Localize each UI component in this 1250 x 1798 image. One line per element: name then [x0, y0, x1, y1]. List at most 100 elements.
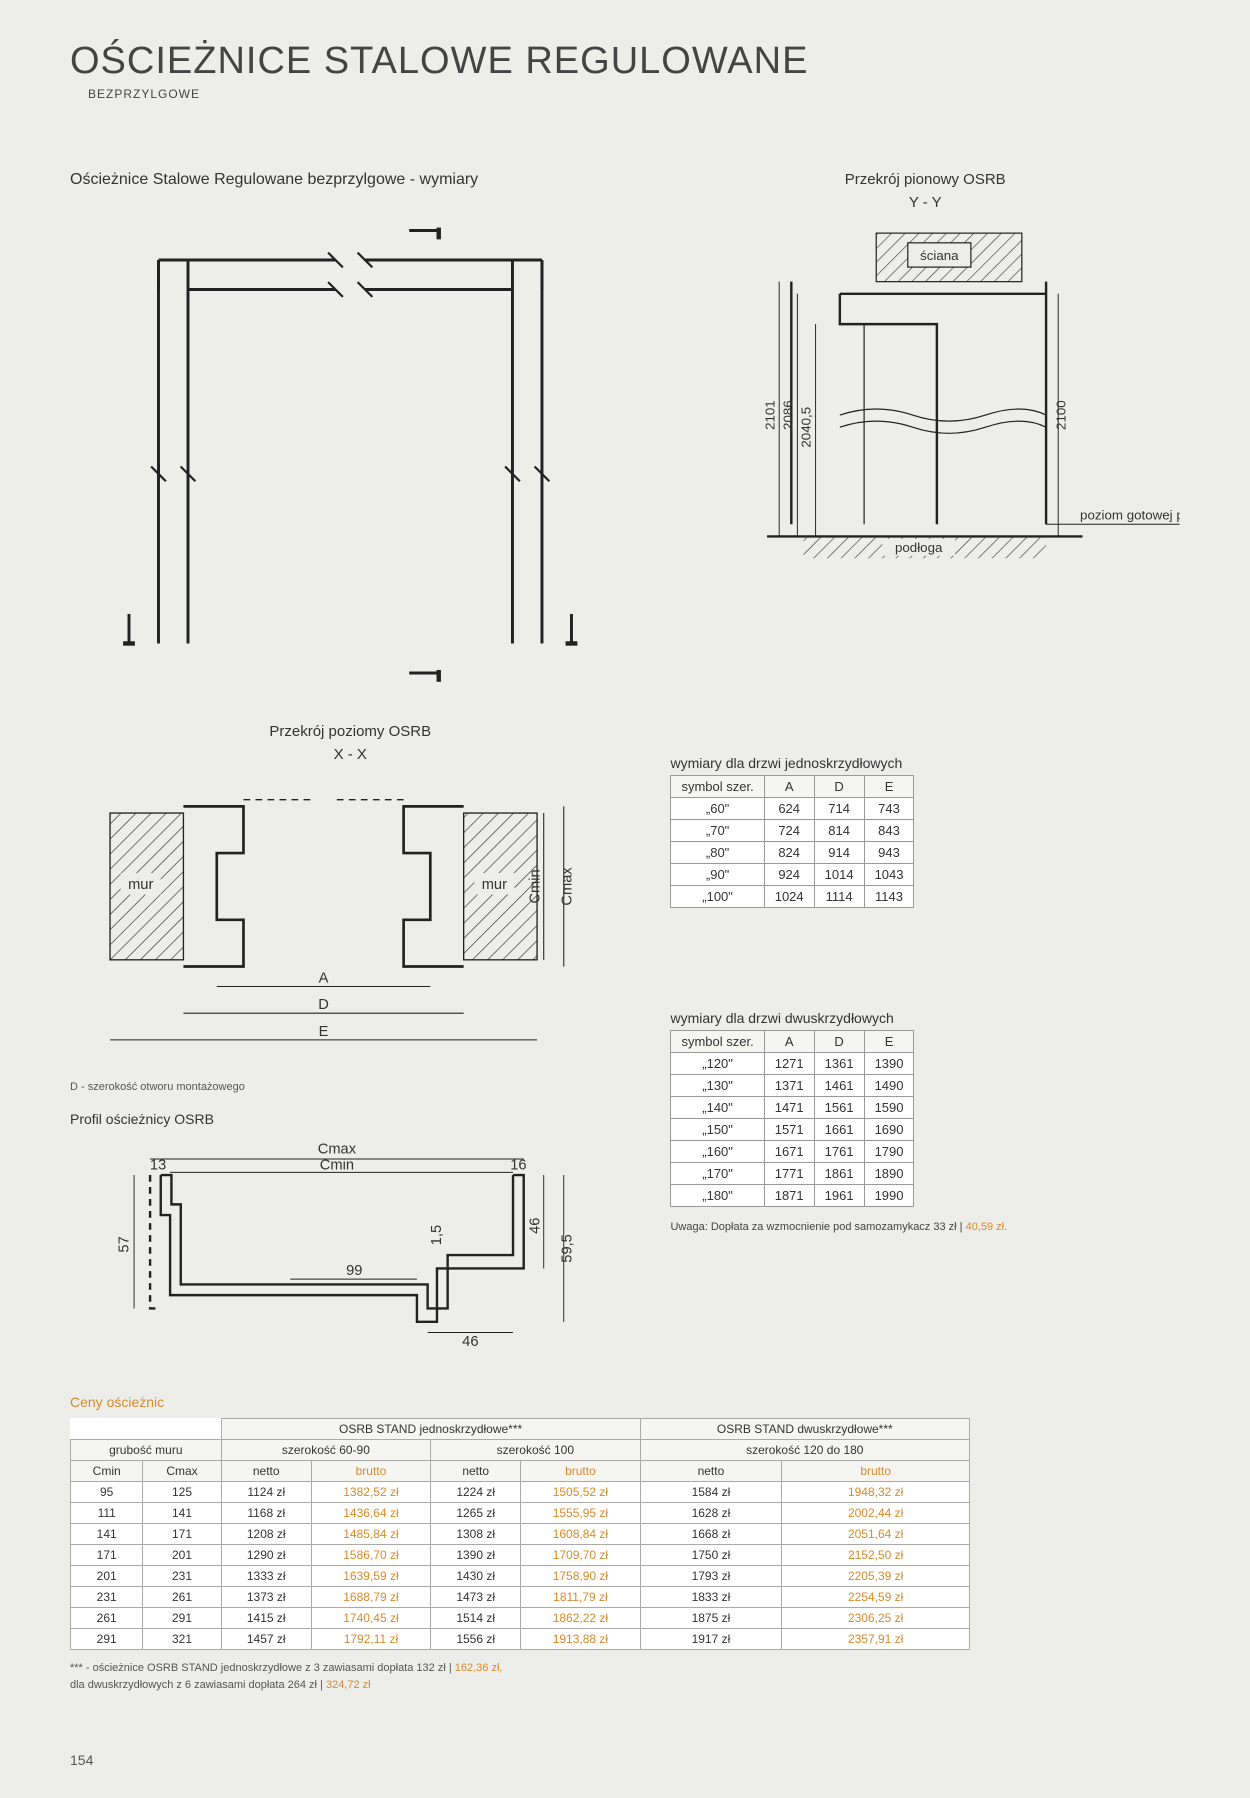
table-cell: „180" [671, 1184, 764, 1206]
dim-2086: 2086 [781, 400, 796, 430]
table-cell: 1861 [814, 1162, 864, 1184]
price-cell: 1514 zł [431, 1607, 521, 1628]
p-57: 57 [117, 1237, 133, 1253]
th-d: D [814, 775, 864, 797]
table-cell: 1014 [814, 863, 864, 885]
right-axis: Y - Y [670, 194, 1180, 211]
table-cell: 843 [864, 819, 914, 841]
sciana-label: ściana [921, 248, 960, 263]
h-brutto-3: brutto [782, 1460, 970, 1481]
p-99: 99 [346, 1263, 362, 1279]
h-100: szerokość 100 [431, 1439, 640, 1460]
price-cell: 291 [71, 1628, 143, 1649]
p-cmin: Cmin [320, 1158, 354, 1174]
cmin-label: Cmin [528, 869, 544, 903]
dim-e: E [319, 1024, 329, 1040]
price-cell: 1917 zł [640, 1628, 782, 1649]
h-120180: szerokość 120 do 180 [640, 1439, 969, 1460]
profile-heading: Profil ościeżnicy OSRB [70, 1111, 630, 1127]
table-cell: „80" [671, 841, 764, 863]
price-cell: 1608,84 zł [521, 1523, 640, 1544]
price-cell: 1948,32 zł [782, 1481, 970, 1502]
price-cell: 2254,59 zł [782, 1586, 970, 1607]
p-46b: 46 [462, 1334, 478, 1349]
h-netto-2: netto [431, 1460, 521, 1481]
mur-left: mur [128, 877, 153, 893]
page-number: 154 [70, 1752, 93, 1768]
th-e-2: E [864, 1030, 914, 1052]
table-single: symbol szer. A D E „60"624714743„70"7248… [670, 775, 914, 908]
table-cell: 624 [764, 797, 814, 819]
th-a: A [764, 775, 814, 797]
price-cell: 201 [143, 1544, 221, 1565]
table-cell: 924 [764, 863, 814, 885]
table-cell: 1361 [814, 1052, 864, 1074]
price-cell: 1333 zł [221, 1565, 311, 1586]
fn-1b: 162,36 zł, [455, 1662, 503, 1674]
price-cell: 1758,90 zł [521, 1565, 640, 1586]
table-cell: 1371 [764, 1074, 814, 1096]
price-cell: 1390 zł [431, 1544, 521, 1565]
profile-diagram: Cmax Cmin 13 16 57 99 46 46 59,5 1,5 [70, 1135, 630, 1349]
dim-2100: 2100 [1054, 400, 1069, 430]
table-cell: „100" [671, 885, 764, 907]
table-cell: 914 [814, 841, 864, 863]
table-cell: „70" [671, 819, 764, 841]
price-cell: 1473 zł [431, 1586, 521, 1607]
price-cell: 1875 zł [640, 1607, 782, 1628]
th-d-2: D [814, 1030, 864, 1052]
horiz-heading: Przekrój poziomy OSRB [70, 723, 630, 740]
price-cell: 141 [71, 1523, 143, 1544]
table-cell: „140" [671, 1096, 764, 1118]
table-cell: 1043 [864, 863, 914, 885]
th-e: E [864, 775, 914, 797]
price-cell: 1793 zł [640, 1565, 782, 1586]
uwaga-price: 40,59 zł. [966, 1221, 1008, 1233]
table-cell: 1771 [764, 1162, 814, 1184]
table-cell: 1761 [814, 1140, 864, 1162]
table-cell: 1471 [764, 1096, 814, 1118]
price-cell: 1668 zł [640, 1523, 782, 1544]
dim-a: A [319, 970, 329, 986]
price-cell: 1913,88 zł [521, 1628, 640, 1649]
table-cell: 824 [764, 841, 814, 863]
h-grubosc: grubość muru [71, 1439, 222, 1460]
price-cell: 321 [143, 1628, 221, 1649]
price-cell: 125 [143, 1481, 221, 1502]
price-cell: 171 [143, 1523, 221, 1544]
table-cell: 724 [764, 819, 814, 841]
price-cell: 141 [143, 1502, 221, 1523]
dim-2101: 2101 [763, 400, 778, 430]
table-cell: „130" [671, 1074, 764, 1096]
price-cell: 1556 zł [431, 1628, 521, 1649]
table-cell: 814 [814, 819, 864, 841]
table-cell: 1571 [764, 1118, 814, 1140]
note-d: D - szerokość otworu montażowego [70, 1081, 630, 1093]
price-cell: 1628 zł [640, 1502, 782, 1523]
p-46a: 46 [528, 1218, 544, 1234]
table-cell: 1661 [814, 1118, 864, 1140]
hg-double: OSRB STAND dwuskrzydłowe*** [640, 1418, 969, 1439]
price-cell: 291 [143, 1607, 221, 1628]
price-cell: 2152,50 zł [782, 1544, 970, 1565]
table-cell: 1871 [764, 1184, 814, 1206]
fn-2b: 324,72 zł [326, 1679, 371, 1691]
horiz-section-diagram: mur mur Cmin Cmax [70, 773, 630, 1067]
table-double: symbol szer. A D E „120"127113611390„130… [670, 1030, 914, 1207]
h-cmax: Cmax [143, 1460, 221, 1481]
price-cell: 1415 zł [221, 1607, 311, 1628]
table-cell: 1961 [814, 1184, 864, 1206]
table-cell: 1114 [814, 885, 864, 907]
table-cell: 943 [864, 841, 914, 863]
p-15: 1,5 [429, 1225, 445, 1245]
front-diagram [70, 201, 630, 688]
table-cell: 1561 [814, 1096, 864, 1118]
cmax-label: Cmax [560, 866, 576, 905]
price-cell: 111 [71, 1502, 143, 1523]
right-heading: Przekrój pionowy OSRB [670, 171, 1180, 188]
price-cell: 2205,39 zł [782, 1565, 970, 1586]
price-cell: 1265 zł [431, 1502, 521, 1523]
h-brutto-1: brutto [311, 1460, 430, 1481]
table-single-title: wymiary dla drzwi jednoskrzydłowych [670, 755, 1180, 771]
h-brutto-2: brutto [521, 1460, 640, 1481]
